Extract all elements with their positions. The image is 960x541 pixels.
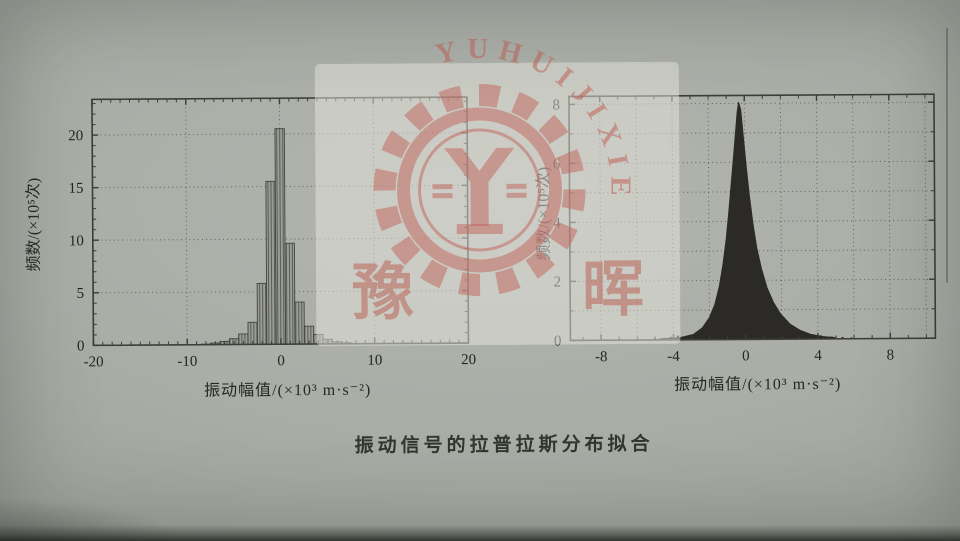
right-chart-plot: -8 -4 0 4 8 0 2 4 6 8	[552, 93, 937, 365]
svg-text:8: 8	[887, 347, 895, 363]
svg-text:15: 15	[68, 181, 83, 197]
svg-text:0: 0	[554, 334, 562, 350]
svg-text:0: 0	[77, 338, 85, 354]
yh-monogram-stem	[470, 201, 489, 227]
svg-text:10: 10	[69, 233, 84, 249]
svg-text:10: 10	[367, 353, 382, 369]
svg-text:2: 2	[554, 274, 562, 290]
left-x-axis-label: 振动幅值/(×10³ m·s⁻²)	[204, 381, 372, 400]
svg-text:-8: -8	[595, 349, 608, 365]
yh-monogram-dash	[506, 192, 527, 198]
right-x-axis-label: 振动幅值/(×10³ m·s⁻²)	[674, 375, 842, 394]
left-chart-plot: -20 -10 0 10 20 0 5 10 15 20	[68, 96, 476, 370]
right-y-axis-label: 频数/(×10⁵次)	[535, 166, 553, 261]
svg-text:8: 8	[552, 97, 560, 113]
svg-text:-20: -20	[84, 354, 104, 370]
svg-text:5: 5	[77, 286, 85, 302]
svg-text:6: 6	[553, 156, 561, 172]
svg-text:0: 0	[742, 348, 750, 364]
svg-text:4: 4	[553, 215, 561, 231]
left-chart: -20 -10 0 10 20 0 5 10 15 20	[68, 96, 476, 370]
svg-text:0: 0	[277, 353, 285, 369]
svg-text:-4: -4	[667, 349, 680, 365]
figure-caption: 振动信号的拉普拉斯分布拟合	[354, 433, 654, 457]
svg-text:20: 20	[68, 128, 83, 144]
right-chart: -8 -4 0 4 8 0 2 4 6 8	[552, 93, 937, 365]
left-y-axis-label: 频数/(×10⁵次)	[25, 177, 43, 272]
svg-text:20: 20	[461, 352, 476, 368]
svg-text:4: 4	[814, 348, 822, 364]
yh-monogram-dash	[506, 183, 527, 189]
svg-text:-10: -10	[177, 354, 197, 370]
